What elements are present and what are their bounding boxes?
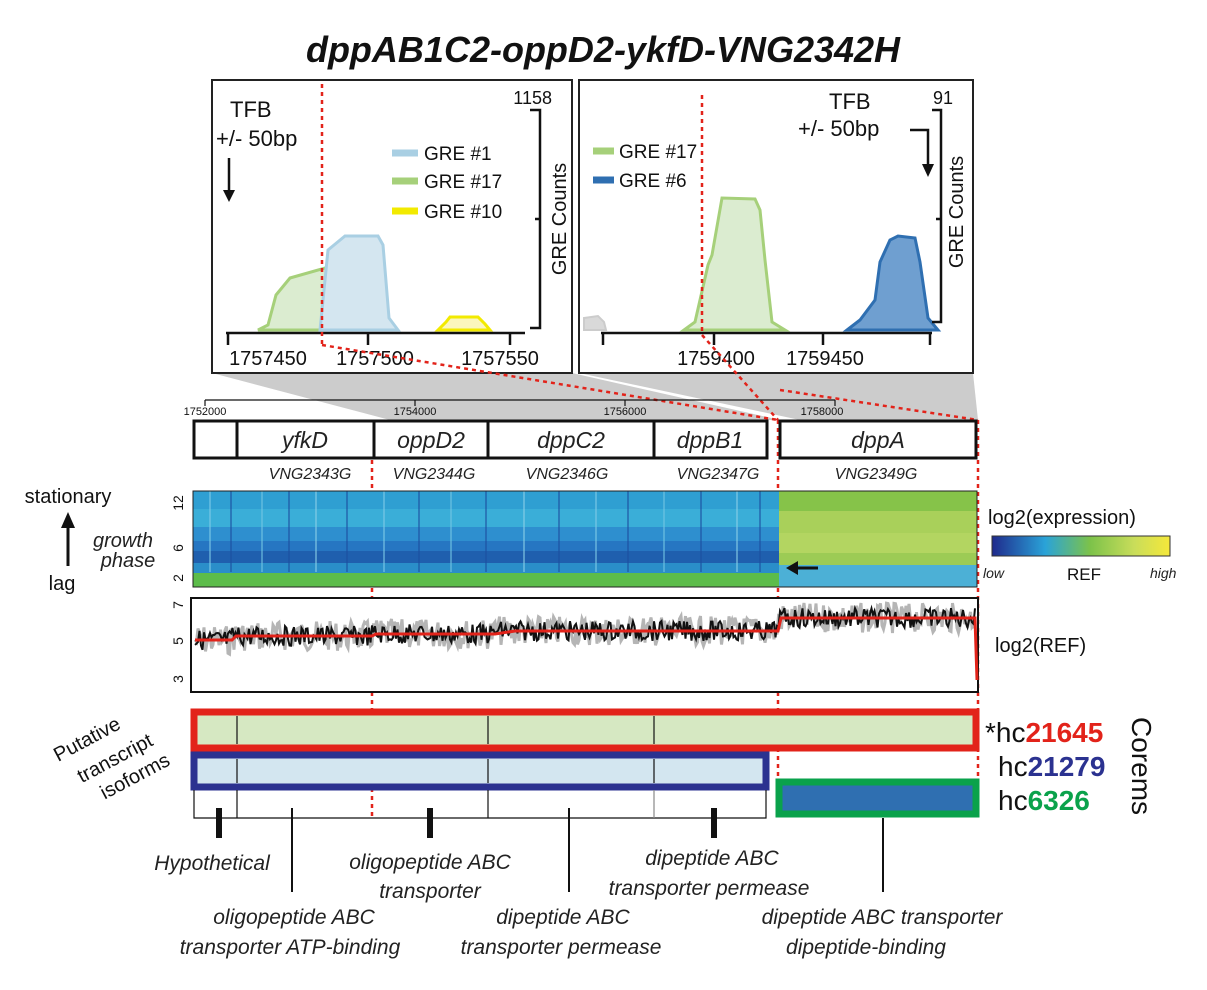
expression-heatmap — [192, 490, 978, 588]
heatmap-stationary-label: stationary — [25, 486, 112, 508]
gene-box-dppa — [778, 419, 978, 460]
left-gre1-area — [318, 234, 401, 332]
legend-label-r-gre6: GRE #6 — [619, 171, 687, 192]
annot-dipep-perm-b1-1: dipeptide ABC — [645, 847, 779, 870]
locus-yfkd: VNG2343G — [269, 466, 352, 483]
annotation-pointers — [216, 808, 884, 892]
gene-name-dppc2: dppC2 — [537, 427, 605, 453]
corems-title: Corems — [1126, 717, 1157, 815]
right-tick-1: 1759400 — [677, 348, 755, 370]
annot-dipep-perm-b1-2: transporter permease — [609, 877, 810, 900]
legend-label-gre17: GRE #17 — [424, 172, 502, 193]
annot-oligo-atp-2: transporter ATP-binding — [180, 936, 401, 959]
annot-oligo-1: oligopeptide ABC — [349, 851, 511, 874]
legend-title: log2(expression) — [988, 507, 1136, 529]
isoform-gene-dividers — [193, 716, 767, 819]
ref-ytick-7: 7 — [170, 601, 186, 609]
gene-name-yfkd: yfkD — [280, 427, 328, 453]
isoform-hc6326 — [775, 778, 980, 818]
coord-tick-2: 1754000 — [394, 406, 437, 418]
left-ymax: 1158 — [513, 88, 552, 108]
annot-dipep-binding-2: dipeptide-binding — [786, 936, 946, 959]
gene-name-dppa: dppA — [851, 427, 905, 453]
legend-label-r-gre17: GRE #17 — [619, 142, 697, 163]
left-gre-panel: TFB +/- 50bp GRE #1 GRE #17 GRE #10 1158… — [211, 79, 573, 374]
annot-dipep-perm-2: transporter permease — [461, 936, 662, 959]
locus-oppd2: VNG2344G — [393, 466, 476, 483]
ref-track-label: log2(REF) — [995, 635, 1086, 657]
annot-dipep-binding-1: dipeptide ABC transporter — [762, 906, 1004, 929]
coord-tick-3: 1756000 — [604, 406, 647, 418]
heatmap-ytick-2: 2 — [170, 574, 186, 582]
coord-tick-4: 1758000 — [801, 406, 844, 418]
locus-dppc2: VNG2346G — [526, 466, 609, 483]
gene-box-dppb1 — [652, 419, 769, 460]
legend-label-gre1: GRE #1 — [424, 144, 492, 165]
zoom-wedge-right — [579, 373, 978, 420]
growth-label: growth — [93, 530, 153, 552]
heatmap-left-arrow-icon — [786, 561, 818, 575]
right-tfb-window: +/- 50bp — [798, 116, 879, 141]
ref-track: 7 5 3 log2(REF) — [170, 597, 1086, 693]
gene-name-oppd2: oppD2 — [397, 427, 465, 453]
locus-dppb1: VNG2347G — [677, 466, 760, 483]
left-tfb-window: +/- 50bp — [216, 126, 297, 151]
annot-hypothetical: Hypothetical — [154, 852, 271, 875]
heatmap-ytick-12: 12 — [170, 495, 186, 511]
gene-track: yfkD oppD2 dppC2 dppB1 dppA VNG2343G VNG… — [192, 419, 978, 483]
gene-box-vng2342h — [192, 419, 239, 460]
left-tick-2: 1757500 — [336, 348, 414, 370]
legend-low: low — [983, 565, 1005, 581]
annot-oligo-atp-1: oligopeptide ABC — [213, 906, 375, 929]
isoform-track: Putative transcript isoforms — [50, 708, 980, 819]
isoform-hc21279 — [190, 751, 770, 791]
legend-high: high — [1150, 565, 1177, 581]
gene-name-dppb1: dppB1 — [677, 427, 744, 453]
left-tick-1: 1757450 — [229, 348, 307, 370]
gene-box-dppc2 — [486, 419, 656, 460]
growth-up-arrow-icon — [61, 512, 75, 566]
right-gray-area — [583, 314, 608, 331]
corem-hc6326: hc6326 — [998, 785, 1090, 816]
right-gre17-area — [679, 196, 791, 332]
left-ylabel: GRE Counts — [549, 163, 571, 275]
annot-oligo-2: transporter — [379, 880, 482, 903]
ref-segment-line — [195, 616, 979, 681]
right-y-bracket — [932, 108, 943, 324]
ref-ytick-5: 5 — [170, 637, 186, 645]
zoom-wedge-left — [212, 373, 780, 420]
phase-label: phase — [100, 550, 156, 572]
right-tfb-label: TFB — [829, 89, 871, 114]
left-y-bracket — [530, 108, 542, 330]
corem-hc21645: *hc21645 — [985, 717, 1103, 748]
right-gre6-area — [842, 234, 942, 332]
coordinate-ruler: 1752000 1754000 1756000 1758000 — [184, 399, 844, 418]
right-gre-panel: GRE #17 GRE #6 TFB +/- 50bp 91 GRE Count… — [578, 79, 974, 374]
left-gre10-area — [434, 315, 494, 332]
figure-title: dppAB1C2-oppD2-ykfD-VNG2342H — [306, 29, 901, 70]
right-ylabel: GRE Counts — [946, 156, 968, 268]
annot-dipep-perm-1: dipeptide ABC — [496, 906, 630, 929]
left-tfb-label: TFB — [230, 97, 272, 122]
left-tick-3: 1757550 — [461, 348, 539, 370]
coord-tick-1: 1752000 — [184, 406, 227, 418]
legend-ref: REF — [1067, 565, 1101, 584]
left-tfb-arrow-icon — [223, 158, 235, 202]
corem-hc21279: hc21279 — [998, 751, 1105, 782]
heatmap-lag-label: lag — [49, 573, 76, 595]
locus-dppa: VNG2349G — [835, 466, 918, 483]
right-tfb-arrow-icon — [910, 128, 934, 177]
heatmap-ytick-6: 6 — [170, 544, 186, 552]
isoform-hc21645 — [190, 708, 980, 752]
color-scale-bar — [991, 535, 1171, 557]
heatmap-texture — [209, 491, 761, 572]
ref-ytick-3: 3 — [170, 675, 186, 683]
corem-labels: *hc21645 hc21279 hc6326 Corems — [985, 717, 1157, 816]
right-ymax: 91 — [933, 88, 953, 108]
right-tick-2: 1759450 — [786, 348, 864, 370]
legend-label-gre10: GRE #10 — [424, 202, 502, 223]
